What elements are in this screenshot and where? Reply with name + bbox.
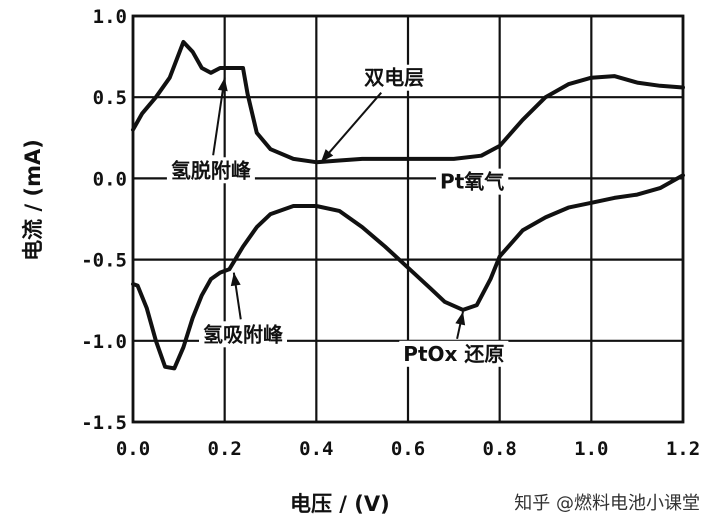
annotation-label: 氢吸附峰 <box>203 322 283 346</box>
annotation-arrowhead <box>320 149 334 163</box>
y-tick-label: -1.0 <box>81 331 127 353</box>
annotation-label-background <box>199 321 287 348</box>
annotation-label: 双电层 <box>364 66 424 90</box>
annotation-5: PtOx 还原 <box>399 311 509 367</box>
y-tick-label: 0.5 <box>93 87 127 109</box>
annotation-3: Pt氧气 <box>436 168 509 195</box>
tick-labels: 0.0 0.2 0.4 0.6 0.8 1.0 1.2 1.0 0.5 0.0 -0.5 -1.0 -1… <box>81 6 700 460</box>
voltammogram-curves <box>131 40 685 371</box>
annotation-4: 氢吸附峰 <box>199 272 287 348</box>
annotation-label-background <box>399 340 509 367</box>
annotation-arrow-line <box>320 92 382 163</box>
x-axis-title: 电压 / (V) <box>290 492 390 516</box>
annotation-2: 氢脱附峰 <box>166 77 255 184</box>
annotation-label: PtOx 还原 <box>403 342 504 366</box>
y-tick-label: 1.0 <box>93 6 127 28</box>
annotation-arrow-line <box>212 77 226 156</box>
series-line-2 <box>131 173 685 371</box>
plot-frame <box>131 14 685 424</box>
annotation-arrowhead <box>230 272 241 287</box>
annotation-label: Pt氧气 <box>440 170 504 194</box>
annotation-arrowhead <box>455 311 466 326</box>
x-tick-label: 1.2 <box>666 438 700 460</box>
annotation-arrowhead <box>217 77 228 92</box>
x-tick-label: 0.6 <box>391 438 425 460</box>
series-line-1 <box>131 40 685 165</box>
y-tick-label: -0.5 <box>81 250 127 272</box>
annotation-label: 氢脱附峰 <box>171 158 251 182</box>
y-axis-title: 电流 / (mA) <box>21 139 45 261</box>
annotation-label-background <box>360 64 429 91</box>
y-tick-label: 0.0 <box>93 168 127 190</box>
x-tick-label: 0.2 <box>208 438 242 460</box>
annotation-label-background <box>436 168 509 195</box>
x-tick-label: 0.4 <box>299 438 333 460</box>
annotation-1: 双电层 <box>320 64 429 163</box>
watermark-text: 知乎 @燃料电池小课堂 <box>514 493 700 514</box>
x-tick-label: 0.8 <box>483 438 517 460</box>
y-tick-label: -1.5 <box>81 412 127 434</box>
annotation-label-background <box>166 157 255 184</box>
x-tick-label: 0.0 <box>116 438 150 460</box>
x-tick-label: 1.0 <box>574 438 608 460</box>
